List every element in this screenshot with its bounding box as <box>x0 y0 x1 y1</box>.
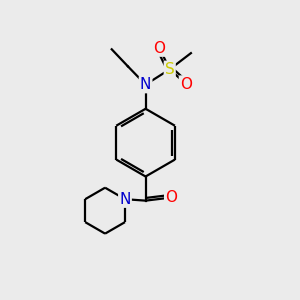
Text: O: O <box>153 40 165 56</box>
Text: N: N <box>119 192 131 207</box>
Text: O: O <box>165 190 177 205</box>
Text: N: N <box>140 77 151 92</box>
Text: S: S <box>165 62 175 77</box>
Text: O: O <box>180 76 192 92</box>
